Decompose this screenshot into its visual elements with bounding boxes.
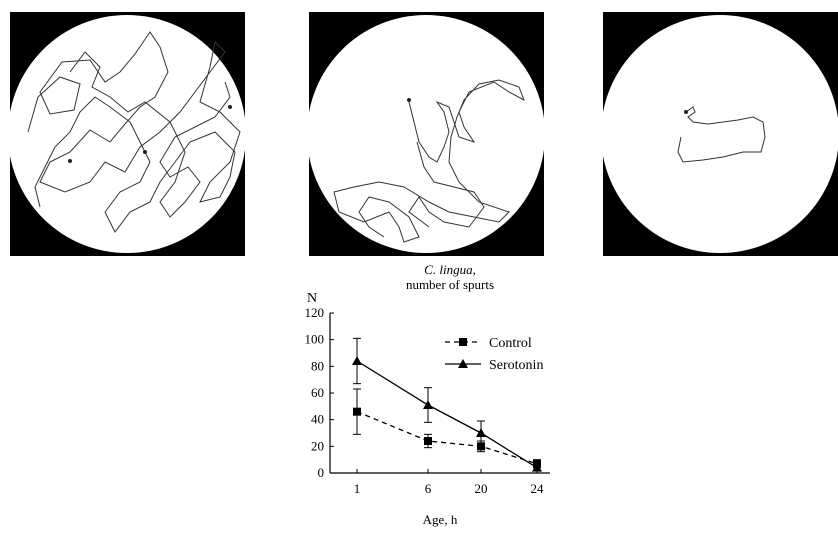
x-axis-label: Age, h [423, 512, 458, 527]
data-point-serotonin [352, 356, 362, 365]
panel-label-b: (b) [518, 235, 531, 247]
y-tick-label: 60 [311, 385, 324, 400]
data-point-control [424, 437, 432, 445]
data-point-control [477, 442, 485, 451]
series-line-control [356, 411, 538, 465]
trajectory-panel-b: (b) [309, 12, 544, 256]
x-tick-label: 20 [475, 481, 488, 496]
chart-title: C. lingua, [424, 262, 476, 277]
legend: Control Serotonin [445, 336, 543, 373]
series-line-serotonin [356, 360, 538, 469]
x-tick-label: 6 [425, 481, 432, 496]
trajectory-panel-c: (c) [603, 12, 838, 256]
panel-label-a: (a) [219, 235, 232, 247]
spurts-chart-svg: C. lingua, number of spurts N Age, h 0 20… [305, 262, 550, 527]
y-tick-label: 120 [305, 305, 325, 320]
trajectory-panel-a: (a) [10, 12, 245, 256]
data-point-serotonin [532, 462, 542, 472]
spurts-chart: C. lingua, number of spurts N Age, h 0 20… [300, 258, 600, 528]
data-point-serotonin [423, 400, 433, 409]
y-tick-label: 100 [305, 332, 325, 347]
x-tick-label: 24 [531, 481, 545, 496]
trajectory-a-image: (a) [10, 12, 245, 256]
y-tick-label: 0 [318, 465, 325, 480]
data-point-control [353, 407, 361, 416]
trajectory-c-image: (c) [603, 12, 838, 256]
y-axis-label: N [307, 291, 317, 306]
series-layer [352, 337, 542, 472]
trajectory-b-image: (b) [309, 12, 544, 256]
data-point-serotonin [476, 428, 486, 437]
panel-label-c: (c) [812, 235, 825, 247]
y-tick-label: 80 [311, 358, 324, 373]
x-tick-label: 1 [354, 481, 361, 496]
legend-marker-square [459, 338, 467, 346]
legend-marker-triangle [458, 359, 468, 368]
chart-subtitle: number of spurts [406, 277, 494, 292]
y-tick-label: 40 [311, 412, 324, 427]
legend-label-serotonin: Serotonin [489, 358, 543, 373]
y-tick-label: 20 [311, 438, 324, 453]
legend-label-control: Control [489, 336, 532, 351]
